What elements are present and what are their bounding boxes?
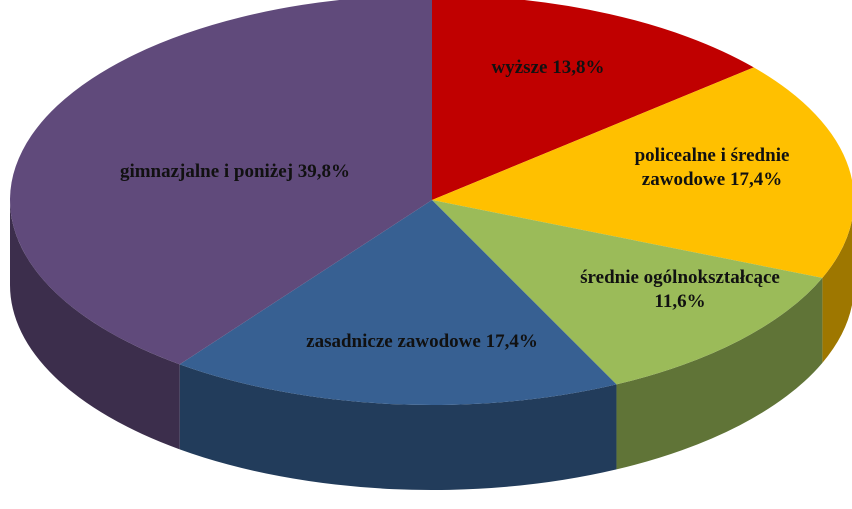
- value-label: 17,4%: [485, 331, 538, 352]
- value-label: 17,4%: [729, 169, 783, 190]
- pie-slice: [179, 200, 617, 405]
- pie-slice: [432, 0, 754, 200]
- data-label: zasadnicze zawodowe 17,4%: [292, 330, 552, 354]
- category-label: policealne i średnie zawodowe: [634, 145, 790, 190]
- pie-slice-side: [822, 219, 852, 363]
- pie-slice-side: [616, 277, 823, 470]
- pie-slice: [432, 67, 852, 278]
- value-label: 39,8%: [297, 161, 351, 182]
- data-label: gimnazjalne i poniżej 39,8%: [105, 160, 365, 184]
- value-label: 13,8%: [552, 57, 605, 78]
- pie-slice: [10, 0, 432, 365]
- category-label: średnie ogólnokształcące: [580, 267, 780, 288]
- pie-slice-side: [179, 364, 617, 490]
- value-label: 11,6%: [654, 291, 706, 312]
- category-label: wyższe: [491, 57, 548, 78]
- data-label: policealne i średnie zawodowe 17,4%: [597, 144, 827, 192]
- category-label: gimnazjalne i poniżej: [119, 161, 294, 182]
- data-label: średnie ogólnokształcące 11,6%: [570, 266, 790, 314]
- pie-slice-side: [10, 200, 180, 450]
- pie-slice: [432, 200, 823, 385]
- category-label: zasadnicze zawodowe: [306, 331, 481, 352]
- data-label: wyższe 13,8%: [438, 56, 658, 80]
